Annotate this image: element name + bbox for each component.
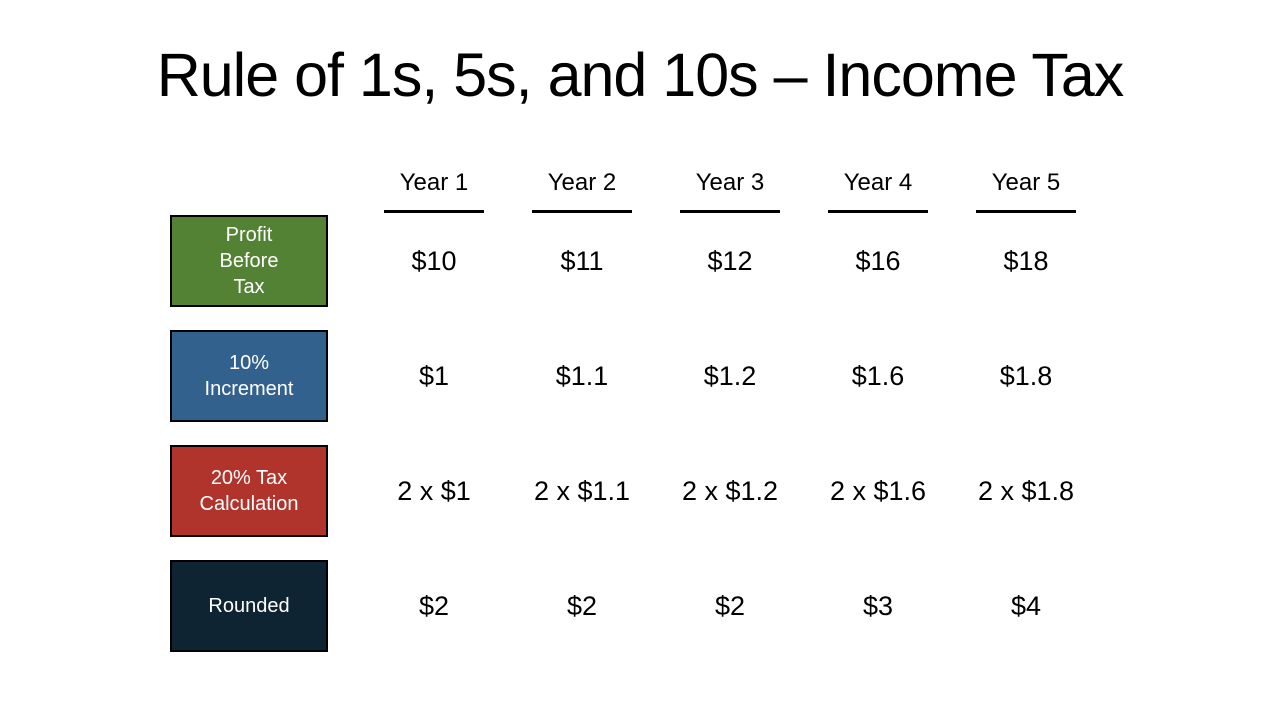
column-header-label: Year 2	[547, 169, 617, 196]
header-underline	[828, 210, 928, 213]
row-label-20-percent-tax-calculation: 20% Tax Calculation	[170, 445, 328, 537]
value-cell: $10	[411, 245, 457, 276]
value-cell: $1.8	[999, 360, 1053, 391]
value-cell: 2 x $1.1	[533, 475, 631, 506]
slide-title: Rule of 1s, 5s, and 10s – Income Tax	[156, 41, 1125, 109]
value-cell: $16	[855, 245, 901, 276]
value-cell: $2	[418, 590, 450, 621]
column-header-label: Year 5	[991, 169, 1061, 196]
value-cell: $12	[707, 245, 753, 276]
column-header-label: Year 4	[843, 169, 913, 196]
value-cell: 2 x $1	[397, 475, 471, 506]
row-label-line: Before	[219, 250, 279, 272]
value-cell: $1.2	[703, 360, 757, 391]
column-header-year-2: Year 2	[508, 169, 656, 213]
value-cell: 2 x $1.2	[681, 475, 779, 506]
row-label-line: Increment	[204, 378, 294, 400]
column-header-year-1: Year 1	[360, 169, 508, 213]
value-cell: $18	[1003, 245, 1049, 276]
value-cell: $2	[714, 590, 746, 621]
row-label-line: Tax	[233, 276, 265, 298]
value-cell: $3	[862, 590, 894, 621]
value-cell: $1.6	[851, 360, 905, 391]
value-cell: $1	[418, 360, 450, 391]
row-label-line: Calculation	[199, 493, 299, 515]
header-underline	[680, 210, 780, 213]
row-label-line: 20% Tax	[210, 467, 288, 489]
row-label-profit-before-tax: Profit Before Tax	[170, 215, 328, 307]
value-cell: $4	[1010, 590, 1042, 621]
row-label-10-percent-increment: 10% Increment	[170, 330, 328, 422]
column-header-label: Year 3	[695, 169, 765, 196]
value-cell: 2 x $1.6	[829, 475, 927, 506]
row-label-line: Rounded	[208, 595, 290, 617]
header-underline	[532, 210, 632, 213]
header-underline	[976, 210, 1076, 213]
value-cell: $1.1	[555, 360, 609, 391]
row-label-line: 10%	[228, 352, 270, 374]
header-underline	[384, 210, 484, 213]
value-cell: $11	[560, 245, 604, 276]
column-header-year-4: Year 4	[804, 169, 952, 213]
column-header-year-5: Year 5	[952, 169, 1100, 213]
column-header-year-3: Year 3	[656, 169, 804, 213]
value-cell: $2	[566, 590, 598, 621]
row-label-rounded: Rounded	[170, 560, 328, 652]
row-label-line: Profit	[225, 224, 273, 246]
value-cell: 2 x $1.8	[977, 475, 1075, 506]
column-header-label: Year 1	[399, 169, 469, 196]
